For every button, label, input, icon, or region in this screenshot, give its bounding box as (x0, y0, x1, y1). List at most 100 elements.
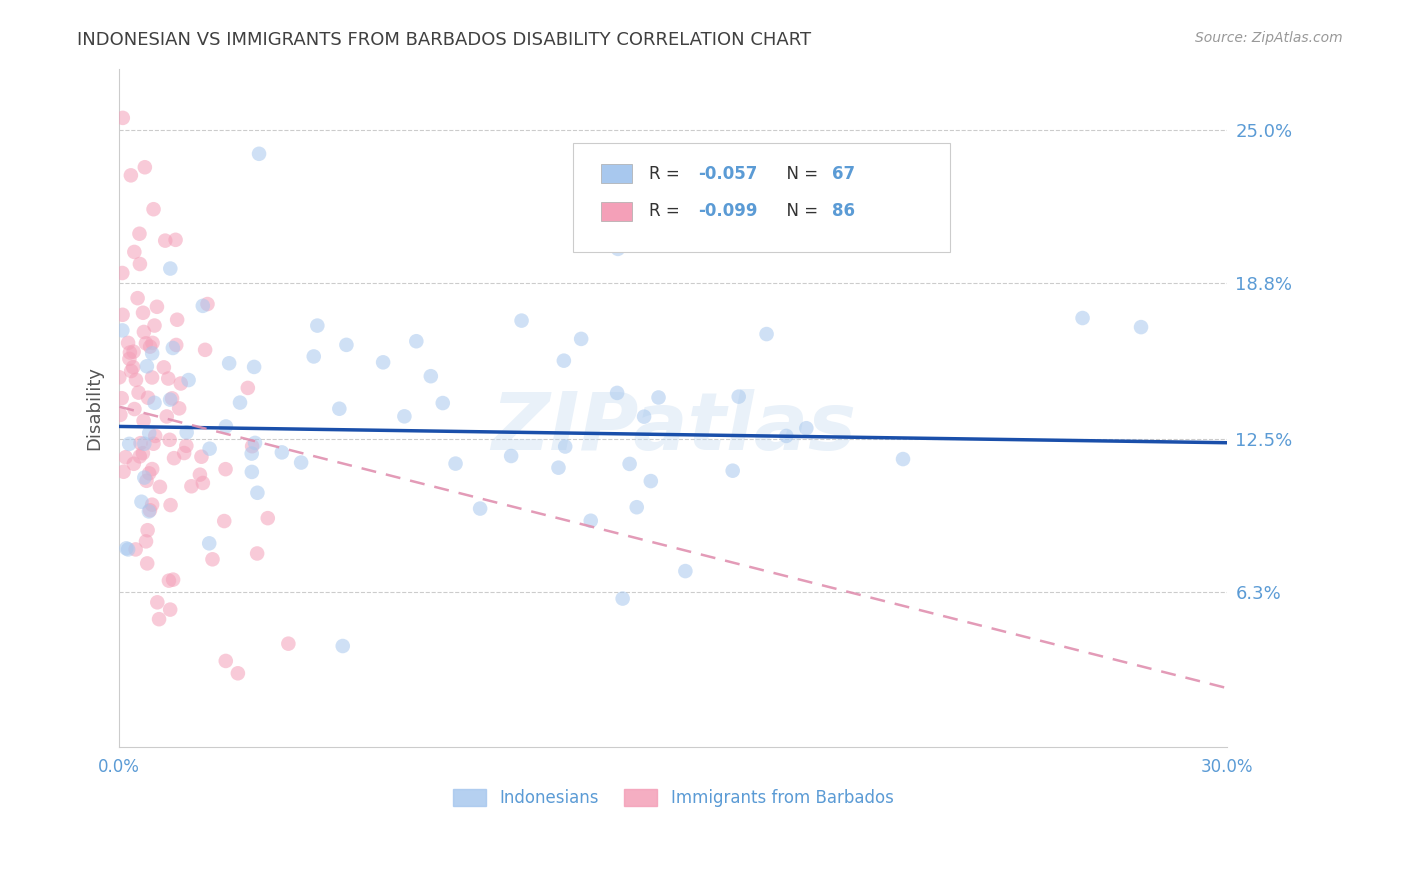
Point (198, 442, 221, 456)
Point (141, 462, 163, 476)
Point (159, 498, 181, 512)
Point (468, 501, 491, 516)
Point (191, 475, 214, 490)
Point (129, 257, 152, 271)
Point (612, 591, 634, 606)
Point (721, 464, 744, 478)
Point (125, 373, 148, 387)
Point (755, 327, 778, 342)
Point (146, 595, 169, 609)
Text: -0.099: -0.099 (699, 202, 758, 220)
Point (117, 335, 139, 350)
Point (794, 421, 817, 435)
Point (891, 452, 914, 467)
Point (247, 146, 270, 161)
Point (115, 541, 138, 556)
Point (1071, 311, 1094, 326)
Point (1130, 320, 1153, 334)
Point (176, 425, 198, 440)
Point (246, 485, 269, 500)
Point (157, 371, 180, 385)
Point (141, 346, 163, 360)
Point (128, 450, 150, 464)
Point (143, 429, 166, 443)
Point (149, 480, 172, 494)
Point (159, 602, 181, 616)
Point (554, 440, 576, 454)
Point (240, 439, 263, 453)
Text: ZIPatlas: ZIPatlas (491, 389, 856, 467)
Text: R =: R = (648, 165, 685, 183)
Point (277, 637, 299, 651)
Point (111, 266, 134, 280)
Point (153, 360, 176, 375)
Point (328, 401, 350, 416)
Point (226, 666, 249, 681)
Point (332, 639, 354, 653)
Point (173, 446, 195, 460)
Point (131, 494, 153, 508)
Text: R =: R = (648, 202, 685, 220)
Point (371, 355, 394, 369)
Text: Source: ZipAtlas.com: Source: ZipAtlas.com (1195, 31, 1343, 45)
Point (191, 299, 214, 313)
Point (501, 449, 523, 463)
Point (110, 408, 132, 422)
Point (419, 369, 441, 384)
Point (128, 227, 150, 241)
Point (727, 390, 749, 404)
Point (215, 654, 238, 668)
Point (139, 340, 162, 354)
Point (141, 335, 163, 350)
Point (134, 436, 156, 450)
Point (139, 503, 162, 517)
Text: INDONESIAN VS IMMIGRANTS FROM BARBADOS DISABILITY CORRELATION CHART: INDONESIAN VS IMMIGRANTS FROM BARBADOS D… (77, 31, 811, 49)
Point (114, 450, 136, 465)
Point (229, 395, 252, 409)
Point (118, 345, 141, 359)
Point (553, 353, 575, 368)
Point (135, 534, 157, 549)
Point (218, 356, 240, 370)
Point (132, 306, 155, 320)
Point (198, 536, 221, 550)
Point (129, 436, 152, 450)
Point (307, 318, 329, 333)
Point (432, 396, 454, 410)
Y-axis label: Disability: Disability (86, 366, 103, 450)
Point (290, 456, 312, 470)
Point (240, 465, 263, 479)
Point (132, 446, 155, 460)
Point (143, 396, 166, 410)
Point (236, 381, 259, 395)
Point (394, 409, 416, 424)
FancyBboxPatch shape (602, 202, 633, 220)
Point (142, 436, 165, 450)
Point (159, 433, 181, 447)
Point (302, 350, 325, 364)
Point (162, 573, 184, 587)
Point (135, 359, 157, 374)
Point (120, 364, 142, 378)
Text: 67: 67 (831, 165, 855, 183)
Point (197, 297, 219, 311)
Point (166, 312, 188, 326)
Point (188, 467, 211, 482)
Point (108, 370, 131, 384)
Point (167, 401, 190, 416)
Point (214, 462, 236, 476)
Point (132, 325, 155, 339)
Point (157, 574, 180, 588)
Point (243, 436, 266, 450)
Point (240, 447, 263, 461)
Text: -0.057: -0.057 (699, 165, 758, 183)
Point (606, 242, 628, 256)
Point (626, 500, 648, 515)
Point (124, 402, 146, 417)
Point (141, 498, 163, 512)
Point (162, 341, 184, 355)
Point (132, 414, 155, 428)
Point (148, 612, 170, 626)
Point (190, 450, 212, 464)
Point (165, 233, 187, 247)
